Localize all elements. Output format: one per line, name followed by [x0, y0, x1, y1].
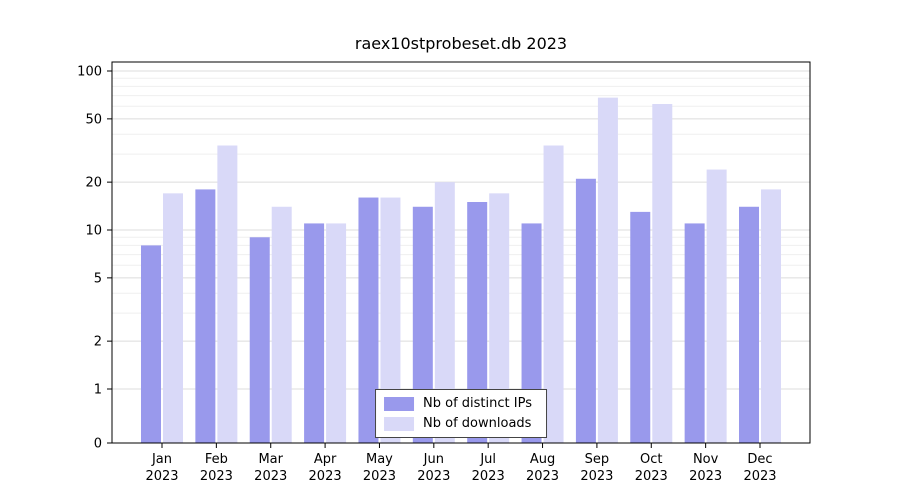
plot-frame [111, 61, 811, 444]
y-tick-label: 2 [94, 335, 102, 350]
chart-title: raex10stprobeset.db 2023 [354, 34, 568, 53]
bar-downloads-may [380, 197, 401, 443]
bar-distinct-ips-sep [575, 178, 596, 443]
y-tick-label: 5 [94, 271, 102, 286]
bar-distinct-ips-aug [521, 223, 542, 443]
y-tick-label: 50 [85, 112, 102, 127]
bar-downloads-oct [652, 104, 673, 444]
legend-label-distinct-ips: Nb of distinct IPs [423, 396, 532, 411]
legend-swatch-distinct-ips [384, 396, 415, 411]
x-tick-label: Jun 2023 [417, 452, 450, 484]
x-tick-label: Oct 2023 [635, 452, 668, 484]
y-tick-label: 20 [85, 176, 102, 191]
bar-downloads-sep [597, 97, 618, 444]
x-tick-label: Apr 2023 [309, 452, 342, 484]
legend-label-downloads: Nb of downloads [423, 416, 532, 431]
x-tick-label: May 2023 [363, 452, 396, 484]
legend-item-downloads: Nb of downloads [384, 416, 532, 431]
bar-distinct-ips-nov [684, 223, 705, 443]
y-tick-label: 1 [94, 383, 102, 398]
legend-swatch-downloads [384, 416, 415, 431]
bar-downloads-aug [543, 145, 564, 443]
x-tick-label: Aug 2023 [526, 452, 559, 484]
x-tick-label: Jan 2023 [145, 452, 178, 484]
bar-downloads-nov [706, 169, 727, 443]
bar-downloads-jan [163, 193, 183, 443]
bar-downloads-jun [434, 182, 455, 443]
bar-distinct-ips-jan [141, 245, 161, 443]
legend: Nb of distinct IPs Nb of downloads [375, 389, 547, 438]
bar-downloads-dec [761, 189, 781, 443]
x-tick-label: Jul 2023 [472, 452, 505, 484]
bar-distinct-ips-jul [467, 202, 488, 443]
x-tick-label: Mar 2023 [254, 452, 287, 484]
bar-distinct-ips-may [358, 197, 379, 443]
bar-downloads-feb [217, 145, 238, 443]
bar-distinct-ips-oct [630, 211, 651, 443]
x-tick-label: Nov 2023 [689, 452, 722, 484]
bar-distinct-ips-jun [412, 206, 433, 443]
bar-downloads-jul [489, 193, 510, 443]
y-tick-label: 0 [94, 437, 102, 452]
bar-distinct-ips-dec [739, 206, 759, 443]
bar-distinct-ips-feb [195, 189, 216, 443]
x-tick-label: Sep 2023 [580, 452, 613, 484]
bar-distinct-ips-mar [249, 237, 270, 443]
legend-item-distinct-ips: Nb of distinct IPs [384, 396, 532, 411]
x-tick-label: Dec 2023 [743, 452, 776, 484]
y-tick-label: 100 [77, 65, 102, 80]
x-tick-label: Feb 2023 [200, 452, 233, 484]
bar-downloads-mar [271, 206, 292, 443]
y-tick-label: 10 [85, 224, 102, 239]
bar-downloads-apr [326, 223, 347, 443]
bar-distinct-ips-apr [304, 223, 325, 443]
